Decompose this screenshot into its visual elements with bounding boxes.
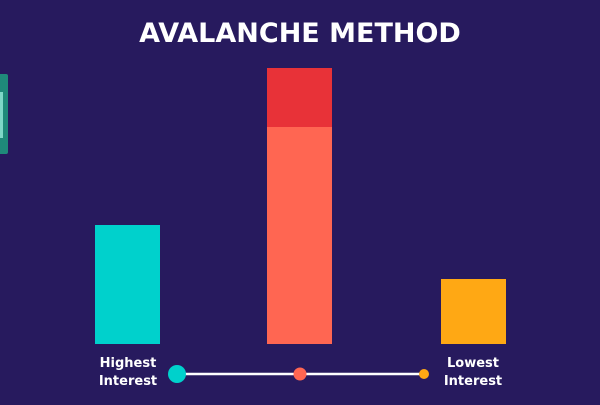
- side-panel-tab[interactable]: [0, 74, 8, 154]
- scale-dot-lowest: [419, 369, 429, 379]
- scale-label-highest-line1: Highest: [99, 356, 157, 371]
- scale-label-highest-line2: Interest: [98, 374, 158, 389]
- scale-dot-highest: [168, 365, 186, 383]
- scale-label-lowest-line2: Interest: [443, 374, 503, 389]
- side-panel-tab-highlight: [0, 92, 3, 138]
- bar-2-top-segment: [267, 68, 332, 127]
- scale-label-lowest-line1: Lowest: [447, 356, 499, 371]
- bar-1: [95, 225, 160, 344]
- bar-2: [267, 127, 332, 344]
- scale-label-highest-interest: Highest Interest: [68, 355, 188, 391]
- scale-label-lowest-interest: Lowest Interest: [413, 355, 533, 391]
- bar-3: [441, 279, 506, 344]
- chart-title: AVALANCHE METHOD: [139, 18, 461, 49]
- scale-dot-middle: [293, 367, 307, 381]
